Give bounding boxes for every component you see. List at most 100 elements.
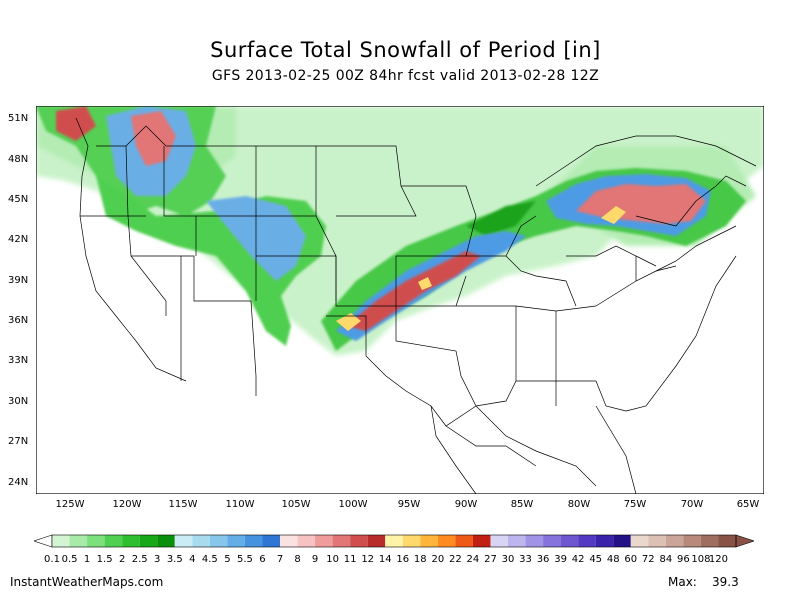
lon-label: 120W xyxy=(112,499,142,510)
colorbar-swatch xyxy=(700,535,719,547)
colorbar-tick-label: 33 xyxy=(519,554,532,565)
lon-label: 80W xyxy=(567,499,591,510)
colorbar-swatch xyxy=(104,535,123,547)
colorbar-tick-label: 27 xyxy=(484,554,497,565)
colorbar-swatch xyxy=(262,535,280,547)
colorbar-tick-label: 3 xyxy=(154,554,161,565)
colorbar-swatch xyxy=(332,535,351,547)
colorbar-swatch xyxy=(227,535,245,547)
colorbar-tick-label: 96 xyxy=(677,554,690,565)
colorbar-swatch xyxy=(578,535,596,547)
snow-yellow xyxy=(336,206,626,331)
colorbar-swatch xyxy=(192,535,210,547)
colorbar-swatch xyxy=(174,535,193,547)
colorbar-tick-label: 7 xyxy=(276,554,284,565)
colorbar-tick-label: 2.5 xyxy=(131,554,148,565)
snowfall-map xyxy=(36,106,764,494)
colorbar-tick-label: 20 xyxy=(431,554,445,565)
colorbar-tick-label: 72 xyxy=(641,554,655,565)
colorbar-tick-label: 1.5 xyxy=(96,554,113,565)
lon-label: 100W xyxy=(338,499,368,510)
colorbar-swatch xyxy=(297,535,316,547)
colorbar-tick-label: 0.1 xyxy=(44,554,60,565)
colorbar-tick-label: 2 xyxy=(118,554,126,565)
colorbar-tick-label: 4.5 xyxy=(201,554,218,565)
colorbar-swatch xyxy=(525,535,544,547)
colorbar-swatch xyxy=(665,535,684,547)
colorbar-tick-label: 5 xyxy=(224,554,231,565)
colorbar-tick-label: 42 xyxy=(571,554,585,565)
colorbar-tick-label: 5.5 xyxy=(236,554,253,565)
colorbar-tick-label: 0.5 xyxy=(61,554,78,565)
colorbar-tick-label: 3.5 xyxy=(166,554,183,565)
map-subtitle: GFS 2013-02-25 00Z 84hr fcst valid 2013-… xyxy=(211,68,600,84)
lat-label: 48N xyxy=(8,154,29,165)
colorbar-tick-label: 24 xyxy=(466,554,480,565)
colorbar-tick-label: 12 xyxy=(361,554,375,565)
colorbar-swatch xyxy=(157,535,175,547)
colorbar-tick-label: 60 xyxy=(624,554,638,565)
lat-label: 39N xyxy=(8,275,29,286)
colorbar-swatch xyxy=(139,535,158,547)
lon-label: 70W xyxy=(680,499,704,510)
colorbar-tick-label: 30 xyxy=(501,554,515,565)
colorbar-swatch xyxy=(122,535,140,547)
colorbar-swatch xyxy=(543,535,561,547)
colorbar-swatch xyxy=(87,535,105,547)
lat-label: 45N xyxy=(8,194,29,205)
colorbar-swatch xyxy=(613,535,631,547)
colorbar-tick-label: 8 xyxy=(294,554,301,565)
colorbar-arrow-low xyxy=(34,534,53,548)
colorbar-swatch xyxy=(402,535,421,547)
colorbar-swatch xyxy=(315,535,333,547)
colorbar-swatch xyxy=(560,535,579,547)
colorbar-tick-label: 14 xyxy=(378,554,392,565)
colorbar-swatch xyxy=(508,535,526,547)
colorbar-tick-label: 6 xyxy=(259,554,266,565)
colorbar-swatch xyxy=(630,535,649,547)
colorbar-swatch xyxy=(472,535,491,547)
colorbar-swatch xyxy=(350,535,368,547)
lat-label: 42N xyxy=(8,234,29,245)
state-borders xyxy=(75,117,757,494)
lon-label: 105W xyxy=(281,499,311,510)
colorbar-swatch xyxy=(209,535,228,547)
colorbar-swatch xyxy=(244,535,263,547)
max-value: 39.3 xyxy=(712,575,739,589)
colorbar-swatch xyxy=(683,535,701,547)
colorbar-tick-label: 39 xyxy=(554,554,567,565)
snow-red xyxy=(56,106,706,331)
colorbar-tick-label: 1 xyxy=(83,554,91,565)
colorbar-tick-label: 48 xyxy=(606,554,620,565)
colorbar-tick-label: 9 xyxy=(311,554,319,565)
colorbar-tick-label: 4 xyxy=(189,554,196,565)
colorbar-tick-label: 45 xyxy=(589,554,603,565)
colorbar-swatch xyxy=(52,535,70,547)
lon-label: 110W xyxy=(225,499,255,510)
colorbar-swatch xyxy=(490,535,508,547)
colorbar-arrow-high xyxy=(735,534,754,548)
lon-label: 125W xyxy=(55,499,85,510)
lon-label: 75W xyxy=(623,499,647,510)
colorbar-tick-label: 22 xyxy=(449,554,462,565)
map-title: Surface Total Snowfall of Period [in] xyxy=(210,38,601,62)
lat-label: 24N xyxy=(8,477,29,488)
colorbar-swatch xyxy=(437,535,456,547)
colorbar-tick-label: 18 xyxy=(413,554,427,565)
lon-label: 90W xyxy=(454,499,478,510)
colorbar-tick-label: 36 xyxy=(536,554,550,565)
colorbar-tick-label: 16 xyxy=(396,554,410,565)
lon-label: 115W xyxy=(168,499,198,510)
lon-label: 95W xyxy=(397,499,421,510)
colorbar-tick-label: 120 xyxy=(708,554,728,565)
colorbar-swatch xyxy=(69,535,88,547)
source-credit: InstantWeatherMaps.com xyxy=(10,575,164,589)
colorbar-swatch xyxy=(455,535,473,547)
colorbar-tick-label: 108 xyxy=(691,554,711,565)
colorbar-tick-label: 10 xyxy=(326,554,339,565)
colorbar-swatch xyxy=(280,535,298,547)
lat-label: 36N xyxy=(8,315,29,326)
max-label: Max: xyxy=(668,575,697,589)
lat-label: 30N xyxy=(8,396,29,407)
colorbar-swatch xyxy=(420,535,438,547)
